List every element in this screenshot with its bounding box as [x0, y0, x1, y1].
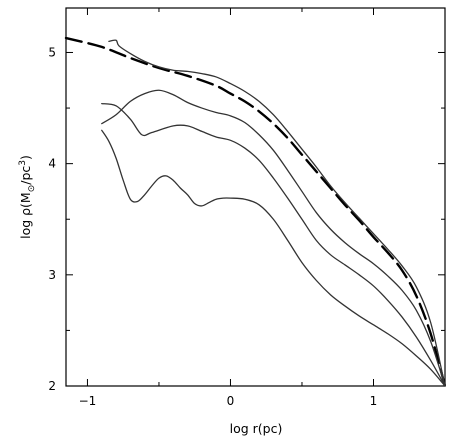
y-tick-label: 3: [48, 268, 56, 282]
y-tick-label: 4: [48, 157, 56, 171]
series-line-4: [101, 129, 446, 387]
y-axis-label: log ρ(M⊙/pc3): [18, 155, 37, 239]
series-line-1: [108, 39, 446, 387]
y-axis-label-superscript: 3: [18, 160, 28, 166]
x-tick-label: −1: [79, 394, 97, 408]
plot-frame: [65, 7, 446, 387]
series-line-2: [101, 89, 446, 387]
axis-ticks: [66, 8, 445, 387]
x-axis-label: log r(pc): [230, 421, 283, 436]
series-line-dashed: [64, 36, 447, 388]
series-line-3: [101, 102, 446, 387]
tick-labels: −1 0 1 2 3 4 5: [48, 45, 377, 408]
y-axis-label-middle: /pc: [18, 166, 33, 185]
y-tick-label: 5: [48, 45, 56, 59]
y-tick-label: 2: [48, 379, 56, 393]
y-axis-label-suffix: ): [18, 155, 33, 160]
x-tick-label: 1: [370, 394, 378, 408]
y-axis-label-subscript: ⊙: [27, 185, 37, 193]
y-axis-label-prefix: log ρ(M: [18, 192, 33, 239]
series-group: [64, 36, 447, 388]
x-tick-label: 0: [227, 394, 235, 408]
